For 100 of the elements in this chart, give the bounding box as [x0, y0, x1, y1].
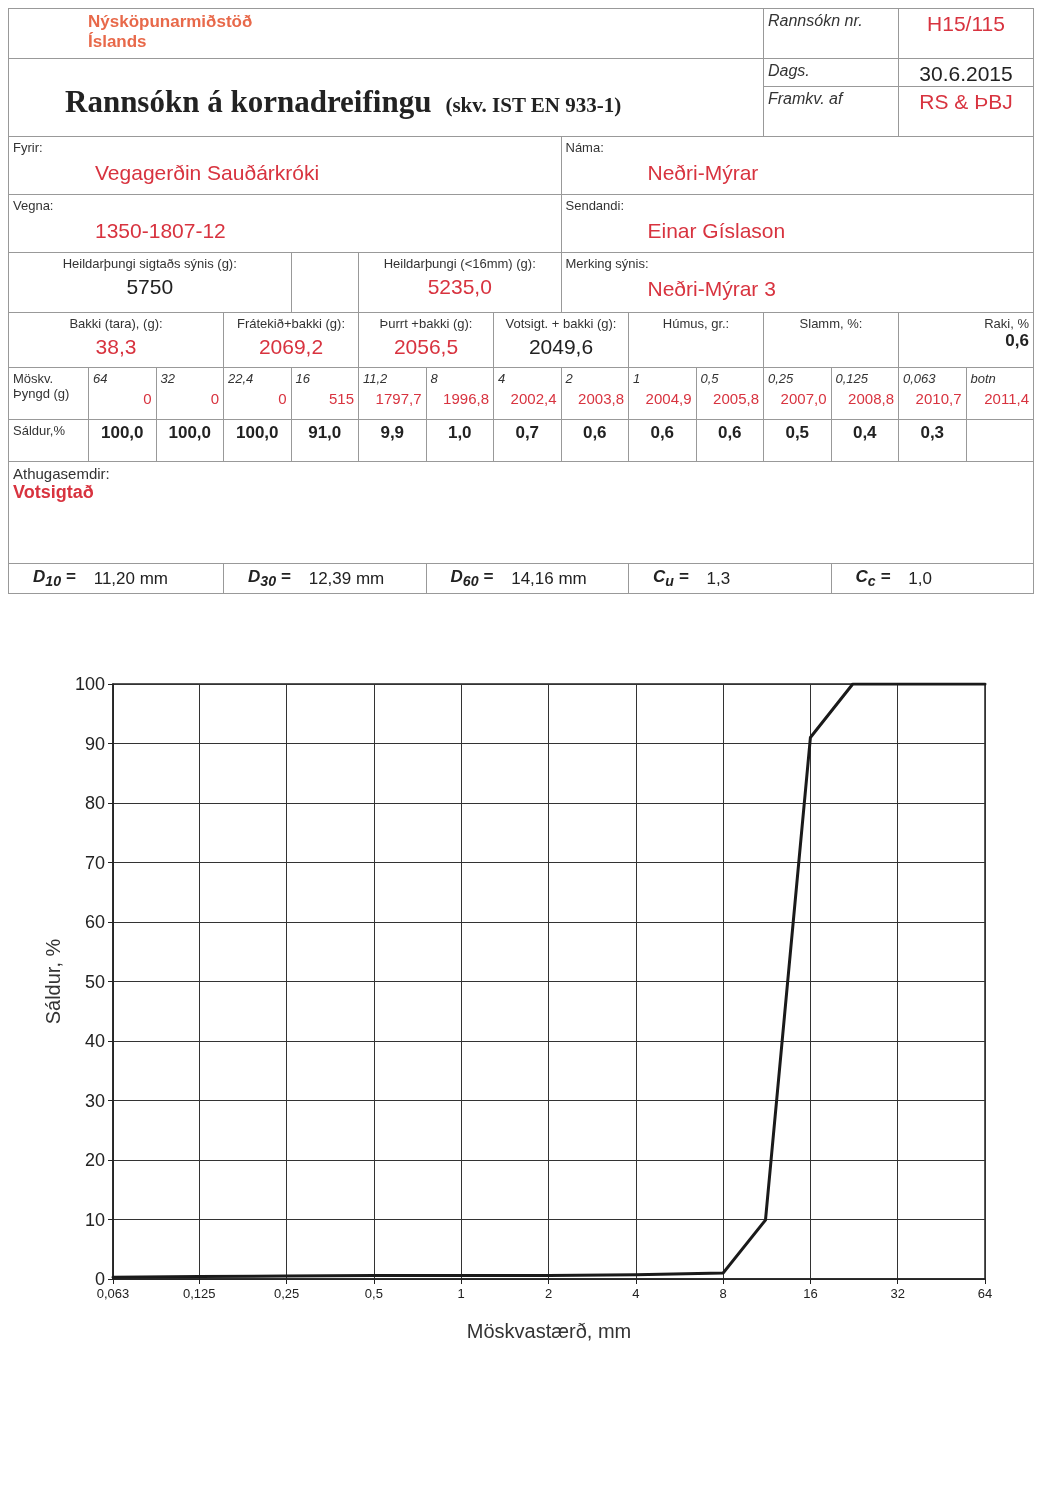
text: Heildarþungi (<16mm) (g):	[383, 256, 536, 271]
text: 0	[209, 390, 219, 407]
text: 0,4	[852, 423, 877, 443]
text: 0,7	[515, 423, 540, 443]
text: 1996,8	[442, 390, 489, 407]
text: 0,125	[835, 371, 870, 386]
x-axis-title: Möskvastærð, mm	[466, 1320, 632, 1342]
text: Sendandi:	[565, 198, 626, 213]
x-tick-label: 0,25	[273, 1286, 300, 1301]
text: 32	[160, 371, 176, 386]
text: 22,4	[228, 371, 255, 386]
y-tick-label: 80	[84, 793, 105, 813]
text: Heildarþungi sigtaðs sýnis (g):	[62, 256, 237, 271]
text: 515	[327, 390, 354, 407]
y-tick-label: 50	[84, 971, 105, 992]
y-tick-label: 70	[84, 852, 105, 873]
x-tick-label: 32	[890, 1286, 905, 1301]
text: 0,3	[920, 423, 945, 443]
text: 4	[498, 371, 507, 386]
x-tick-label: 4	[632, 1286, 640, 1301]
text: 100,0	[235, 423, 279, 443]
text: Dags.	[768, 62, 811, 80]
text: 64	[93, 371, 109, 386]
x-tick-label: 64	[977, 1286, 993, 1301]
text: Neðri-Mýrar 3	[647, 277, 777, 301]
text: 0,5	[785, 423, 810, 443]
text: 11,2	[363, 371, 389, 386]
chart-title: Rannsókn á kornadreifingu	[65, 84, 432, 119]
text: Vegna:	[13, 198, 55, 213]
text: 2005,8	[712, 390, 759, 407]
text: 0	[142, 390, 152, 407]
y-tick-label: 60	[84, 912, 105, 932]
text: 2007,0	[779, 390, 827, 407]
text: 14,16 mm	[511, 568, 587, 589]
y-tick-label: 40	[84, 1031, 105, 1051]
text: RS & ÞBJ	[919, 90, 1013, 114]
y-tick-label: 30	[84, 1090, 105, 1111]
y-tick-label: 20	[84, 1150, 105, 1170]
text: 2	[565, 371, 574, 386]
y-tick-label: 10	[84, 1209, 105, 1230]
text: 2056,5	[393, 335, 459, 359]
text: 2011,4	[983, 390, 1029, 407]
text: Þyngd (g)	[13, 386, 71, 401]
text: Athugasemdir:	[13, 465, 111, 482]
text: Fyrir:	[13, 140, 44, 155]
text: Íslands	[88, 32, 148, 52]
y-axis-title: Sáldur, %	[42, 938, 64, 1025]
text: 1	[633, 371, 642, 386]
text: 2069,2	[258, 335, 324, 359]
text: 2008,8	[847, 390, 894, 407]
text: 0,6	[582, 423, 607, 443]
text: 0	[277, 390, 287, 407]
text: Náma:	[565, 140, 605, 155]
text: Húmus, gr.:	[662, 316, 730, 331]
text: Votsigt. + bakki (g):	[505, 316, 617, 331]
text: Sáldur,%	[13, 423, 67, 438]
text: Neðri-Mýrar	[647, 161, 760, 185]
text: 1797,7	[374, 390, 422, 407]
text: 0,25	[768, 371, 795, 386]
text: 5235,0	[427, 275, 492, 299]
x-tick-label: 16	[803, 1286, 818, 1301]
text: Raki, %	[984, 316, 1029, 331]
y-tick-label: 90	[84, 733, 105, 754]
text: 9,9	[380, 423, 405, 443]
text: 2004,9	[644, 390, 692, 407]
text: 38,3	[95, 335, 137, 359]
text: 1,3	[706, 568, 731, 589]
text: D$_{30}$ =	[248, 567, 291, 590]
text: Bakki (tara), (g):	[69, 316, 163, 331]
text: 2003,8	[577, 390, 624, 407]
text: Merking sýnis:	[565, 256, 650, 271]
text: Slamm, %:	[799, 316, 863, 331]
y-tick-label: 0	[94, 1269, 105, 1289]
x-tick-label: 8	[719, 1286, 727, 1301]
text: D$_{10}$ =	[33, 567, 76, 590]
x-tick-label: 0,125	[183, 1286, 216, 1301]
text: 5750	[126, 275, 174, 299]
text: 16	[295, 371, 311, 386]
text: D$_{60}$ =	[450, 567, 494, 590]
text: Framkv. af	[768, 90, 845, 108]
text: Einar Gíslason	[647, 219, 787, 243]
text: 100,0	[100, 423, 144, 443]
y-tick-label: 100	[74, 674, 105, 694]
text: C$_{c}$ =	[855, 567, 891, 590]
chart-subtitle: (skv. IST EN 933-1)	[445, 93, 622, 117]
text: H15/115	[927, 12, 1005, 36]
text: Rannsókn nr.	[768, 12, 864, 30]
text: 0,6	[650, 423, 675, 443]
text: botn	[970, 371, 997, 386]
text: 1,0	[447, 423, 472, 443]
text: 2049,6	[528, 335, 594, 359]
text: Nýsköpunarmiðstöð	[88, 12, 254, 32]
text: Möskv.	[13, 371, 55, 386]
text: C$_{u}$ =	[653, 567, 689, 590]
text: 0,6	[717, 423, 742, 443]
text: 2010,7	[914, 390, 962, 407]
text: 0,6	[1005, 331, 1029, 351]
text: 100,0	[168, 423, 212, 443]
text: Þurrt +bakki (g):	[379, 316, 473, 331]
text: Votsigtað	[13, 482, 95, 503]
